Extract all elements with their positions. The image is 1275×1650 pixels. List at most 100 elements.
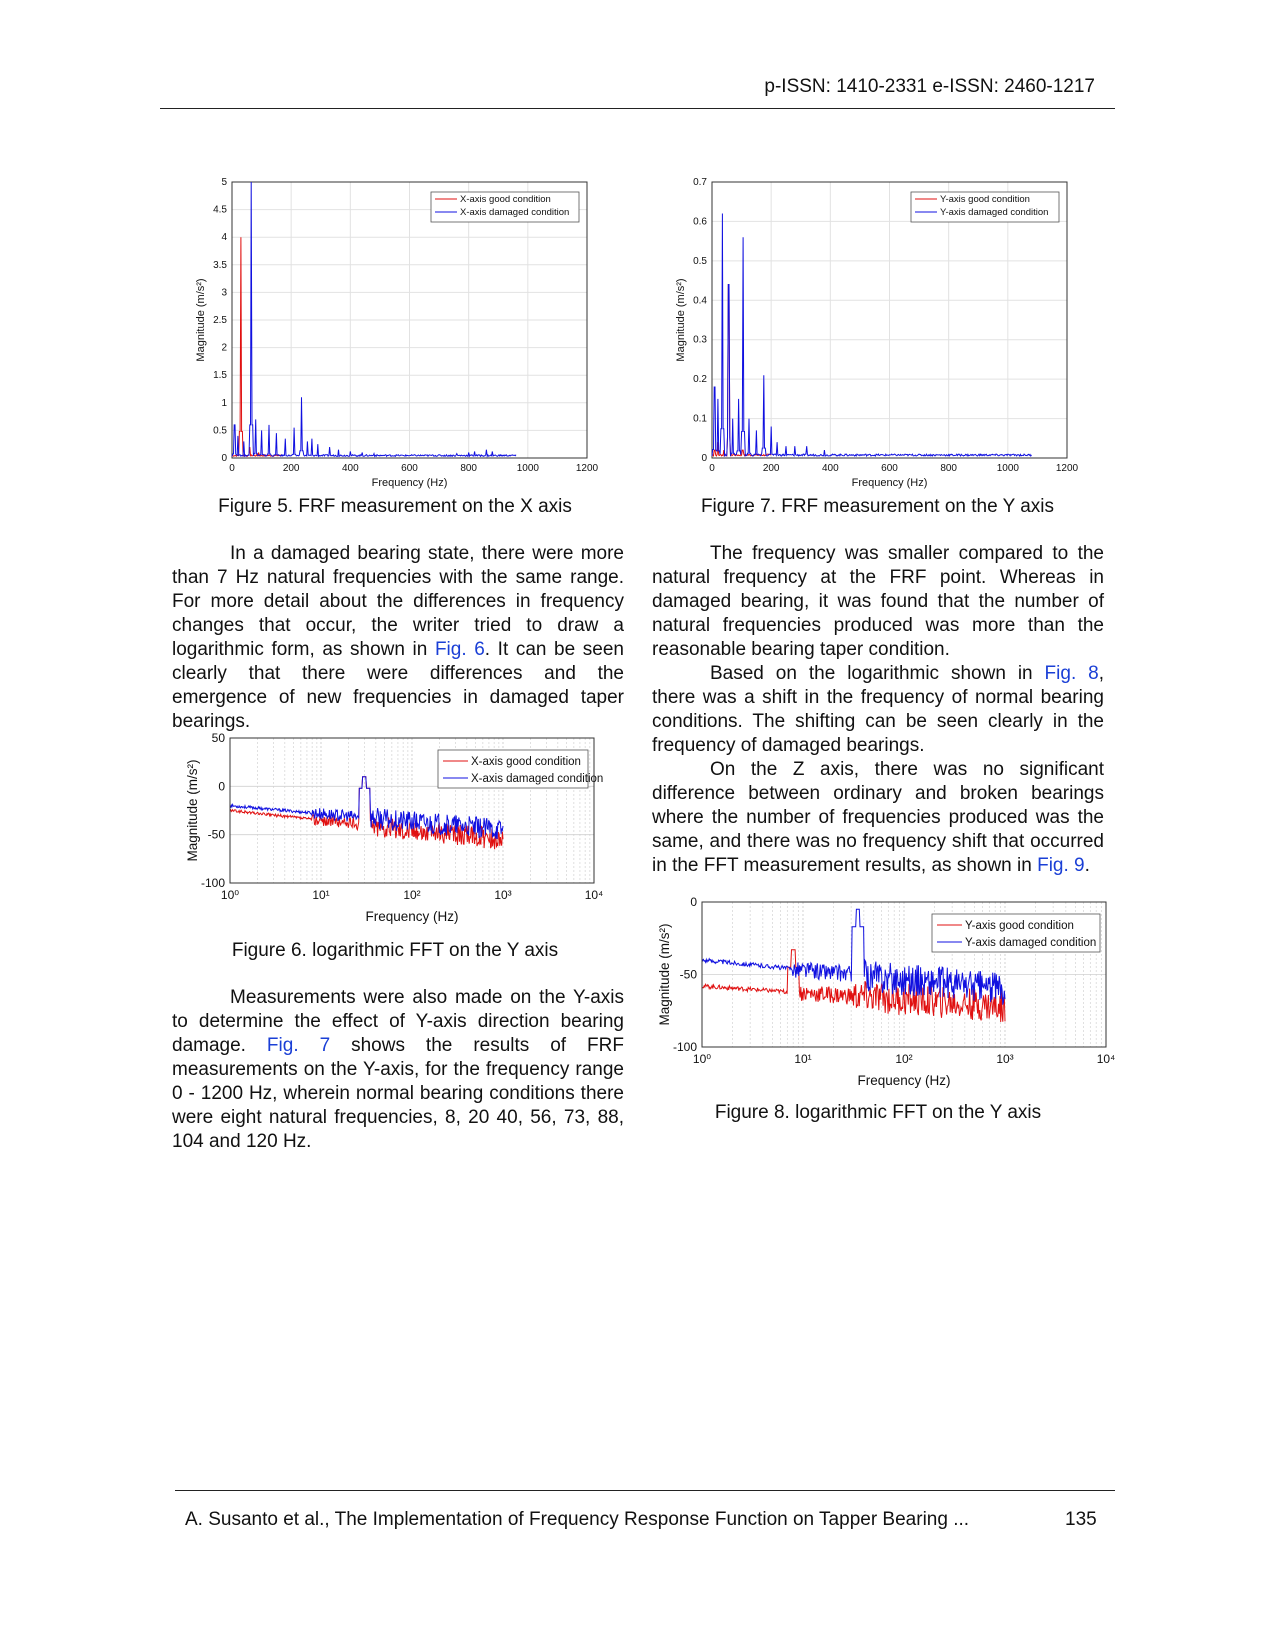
x-tick-label: 800: [460, 463, 477, 474]
figure-6-caption: Figure 6. logarithmic FFT on the Y axis: [231, 940, 559, 961]
y-tick-label: 50: [212, 731, 226, 745]
x-tick-label: 1000: [997, 463, 1020, 474]
figure-7-caption: Figure 7. FRF measurement on the Y axis: [700, 496, 1055, 517]
y-axis-label: Magnitude (m/s²): [675, 278, 687, 361]
y-tick-label: 0.2: [693, 374, 707, 385]
series-line-damaged: [711, 213, 1032, 458]
left-paragraph-2-block: Measurements were also made on the Y-axi…: [172, 986, 624, 1154]
legend-entry: X-axis damaged condition: [471, 773, 603, 785]
x-tick-label: 1000: [517, 463, 540, 474]
y-tick-label: -100: [201, 876, 225, 890]
x-tick-label: 10¹: [312, 888, 329, 902]
y-tick-label: -50: [680, 968, 698, 982]
x-axis-label: Frequency (Hz): [372, 477, 448, 489]
y-tick-label: 0: [218, 779, 225, 793]
y-tick-label: 3.5: [213, 260, 227, 271]
x-tick-label: 200: [763, 463, 780, 474]
figure-5-caption: Figure 5. FRF measurement on the X axis: [218, 496, 572, 517]
fig8-link[interactable]: Fig. 8: [1044, 663, 1099, 684]
y-tick-label: 5: [221, 177, 227, 188]
y-axis-label: Magnitude (m/s²): [657, 923, 672, 1025]
right-paragraph-3: On the Z axis, there was no significant …: [652, 759, 1104, 876]
legend-entry: Y-axis damaged condition: [965, 937, 1096, 949]
legend-box: [430, 191, 580, 223]
x-tick-label: 10⁰: [221, 888, 239, 902]
y-tick-label: 3: [221, 287, 227, 298]
x-tick-label: 200: [283, 463, 300, 474]
right-paragraph-1: The frequency was smaller compared to th…: [652, 543, 1104, 660]
y-tick-label: 4: [221, 232, 227, 243]
y-tick-label: 2.5: [213, 315, 227, 326]
y-tick-label: 0: [701, 453, 707, 464]
plot-frame: [701, 901, 1107, 1048]
x-axis-label: Frequency (Hz): [852, 477, 928, 489]
fig9-link[interactable]: Fig. 9: [1037, 855, 1085, 876]
figure-6-chart: 10⁰ 10¹ 10² 10³ 10⁴ -100 -50 0 50 X-axis good con…: [185, 731, 604, 924]
x-tick-label: 10³: [996, 1052, 1013, 1066]
x-tick-label: 10⁴: [1097, 1052, 1116, 1066]
figure-8-chart: 10⁰ 10¹ 10² 10³ 10⁴ -100 -50 0 Y-axis good condi…: [657, 895, 1116, 1088]
figure-5-chart: 0 200 400 600 800 1000 1200 0 0.5 1 1.5 2 2.5 3 3.5 4 4.…: [195, 177, 599, 489]
x-tick-label: 10⁴: [585, 888, 604, 902]
figure-8-caption: Figure 8. logarithmic FFT on the Y axis: [714, 1102, 1042, 1123]
y-tick-label: 0: [690, 895, 697, 909]
series-line-good: [701, 949, 1006, 1023]
y-tick-label: 0.5: [693, 256, 707, 267]
legend-entry: X-axis good condition: [460, 194, 551, 205]
y-tick-label: 0.6: [693, 216, 707, 227]
left-paragraph-1-block: In a damaged bearing state, there were m…: [172, 542, 624, 734]
x-tick-label: 10¹: [794, 1052, 811, 1066]
x-tick-label: 0: [229, 463, 235, 474]
y-tick-label: 0.4: [693, 295, 707, 306]
legend-entry: Y-axis damaged condition: [940, 207, 1048, 218]
x-tick-label: 800: [940, 463, 957, 474]
y-tick-label: 0: [221, 453, 227, 464]
legend-entry: Y-axis good condition: [965, 920, 1074, 932]
x-axis-label: Frequency (Hz): [365, 909, 458, 924]
legend-entry: Y-axis good condition: [940, 194, 1030, 205]
y-tick-label: 0.3: [693, 335, 707, 346]
legend-box: [910, 191, 1060, 223]
x-tick-label: 10⁰: [693, 1052, 711, 1066]
figure-7-chart: 0 200 400 600 800 1000 1200 0 0.1 0.2 0.3 0.4 0.5 0.6…: [675, 177, 1079, 489]
x-tick-label: 600: [401, 463, 418, 474]
page-footer: A. Susanto et al., The Implementation of…: [175, 1490, 1115, 1530]
plot-frame: [711, 181, 1068, 459]
x-tick-label: 10²: [895, 1052, 912, 1066]
x-tick-label: 600: [881, 463, 898, 474]
series-line-damaged: [231, 181, 517, 458]
fig7-link[interactable]: Fig. 7: [266, 1035, 331, 1056]
series-line-damaged: [701, 908, 1006, 1005]
y-tick-label: 1.5: [213, 370, 227, 381]
issn-text: p-ISSN: 1410-2331 e-ISSN: 2460-1217: [764, 76, 1095, 97]
x-tick-label: 1200: [1056, 463, 1079, 474]
y-tick-label: 0.1: [693, 414, 707, 425]
y-tick-label: 0.5: [213, 425, 227, 436]
x-tick-label: 400: [342, 463, 359, 474]
page-number: 135: [1065, 1509, 1097, 1530]
fig6-link[interactable]: Fig. 6: [434, 639, 485, 660]
x-tick-label: 0: [709, 463, 715, 474]
legend-entry: X-axis damaged condition: [460, 207, 569, 218]
left-paragraph-2: Measurements were also made on the Y-axi…: [172, 987, 624, 1152]
y-axis-label: Magnitude (m/s²): [185, 759, 200, 861]
y-tick-label: 4.5: [213, 205, 227, 216]
y-tick-label: 2: [221, 343, 227, 354]
right-column-text: The frequency was smaller compared to th…: [652, 542, 1104, 878]
y-tick-label: -100: [673, 1040, 697, 1054]
x-tick-label: 10²: [403, 888, 420, 902]
x-tick-label: 1200: [576, 463, 599, 474]
right-paragraph-2: Based on the logarithmic shown in Fig. 8…: [652, 663, 1104, 756]
y-axis-label: Magnitude (m/s²): [195, 278, 207, 361]
y-tick-label: 0.7: [693, 177, 707, 188]
legend-box: [437, 749, 589, 789]
footer-citation: A. Susanto et al., The Implementation of…: [185, 1509, 970, 1530]
x-tick-label: 10³: [494, 888, 511, 902]
x-axis-label: Frequency (Hz): [857, 1073, 950, 1088]
plot-frame: [231, 181, 588, 459]
plot-frame: [229, 737, 595, 884]
y-tick-label: -50: [208, 828, 226, 842]
legend-entry: X-axis good condition: [471, 756, 581, 768]
left-paragraph-1: In a damaged bearing state, there were m…: [172, 543, 624, 732]
series-line-damaged: [229, 776, 504, 840]
